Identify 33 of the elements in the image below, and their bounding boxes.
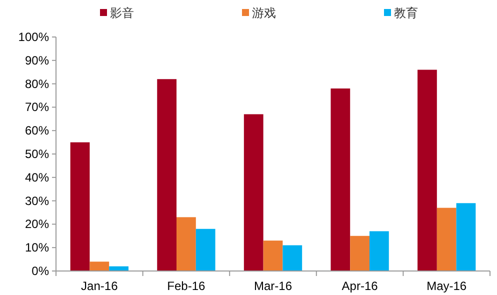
x-tick-label: May-16 [426,279,467,293]
y-tick-label: 0% [32,264,50,278]
bar [196,228,216,271]
bar [418,70,437,271]
legend-label: 游戏 [252,6,276,20]
y-tick-label: 100% [18,30,50,44]
x-tick-label: Apr-16 [342,279,378,293]
y-tick-label: 80% [24,76,50,91]
bar [157,79,177,271]
y-tick-label: 30% [24,194,50,208]
bar [263,240,283,271]
x-tick-label: Mar-16 [254,279,292,293]
bar [330,88,350,271]
y-tick-label: 10% [24,240,50,255]
bar [90,262,110,271]
y-tick-label: 20% [24,217,50,232]
legend-label: 教育 [394,6,418,20]
y-tick-label: 50% [24,147,50,161]
bar [350,236,370,271]
bar [176,217,196,271]
bar [456,203,476,271]
y-tick-label: 60% [24,124,50,138]
y-tick-label: 70% [24,100,50,114]
bar [70,142,90,271]
y-tick-label: 90% [24,53,50,68]
bar [436,208,456,271]
bar [369,231,389,271]
bar [282,245,302,271]
x-tick-label: Feb-16 [167,279,206,293]
legend-label: 影音 [110,6,134,20]
y-tick-label: 40% [24,170,50,184]
x-tick-label: Jan-16 [81,279,118,293]
bar [244,114,264,271]
